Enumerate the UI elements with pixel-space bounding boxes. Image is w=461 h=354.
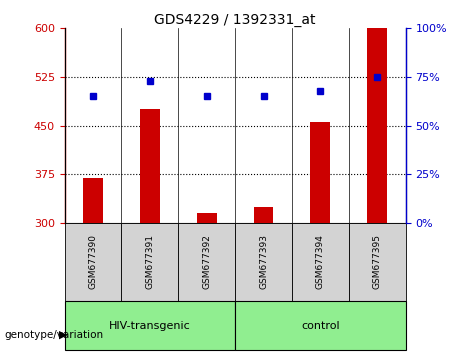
Text: GSM677395: GSM677395 [373, 234, 382, 290]
Bar [140, 109, 160, 223]
Bar [235, 223, 292, 301]
Text: genotype/variation: genotype/variation [5, 330, 104, 339]
Bar [367, 28, 387, 223]
Bar [310, 122, 331, 223]
Text: GSM677393: GSM677393 [259, 234, 268, 290]
Text: GSM677394: GSM677394 [316, 234, 325, 290]
Bar [65, 223, 121, 301]
Text: HIV-transgenic: HIV-transgenic [109, 321, 191, 331]
Text: GSM677391: GSM677391 [145, 234, 154, 290]
Bar [349, 223, 406, 301]
Text: ▶: ▶ [59, 330, 67, 339]
Bar [83, 178, 103, 223]
Bar [254, 207, 273, 223]
Text: control: control [301, 321, 340, 331]
Title: GDS4229 / 1392331_at: GDS4229 / 1392331_at [154, 13, 316, 27]
Bar [235, 301, 406, 350]
Bar [178, 223, 235, 301]
Bar [65, 301, 235, 350]
Bar [121, 223, 178, 301]
Text: GSM677392: GSM677392 [202, 234, 211, 290]
Text: GSM677390: GSM677390 [89, 234, 97, 290]
Bar [292, 223, 349, 301]
Bar [197, 213, 217, 223]
